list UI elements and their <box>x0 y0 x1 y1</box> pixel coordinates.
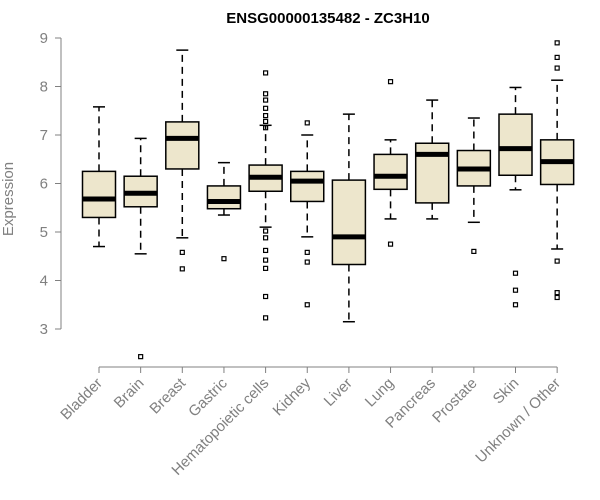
outlier-point <box>554 40 560 46</box>
outlier-point <box>263 91 269 97</box>
y-tick-label: 5 <box>40 224 48 241</box>
box-group <box>206 161 242 262</box>
outlier-point <box>304 249 310 255</box>
box-group <box>123 137 158 360</box>
box-group <box>248 70 283 321</box>
outlier-point <box>138 354 144 360</box>
box-group <box>165 49 200 272</box>
outlier-point <box>263 257 269 263</box>
y-tick-label: 9 <box>40 30 48 47</box>
box-group <box>498 86 533 308</box>
box-group <box>539 40 575 301</box>
outlier-point <box>387 79 394 85</box>
outlier-point <box>263 293 269 300</box>
outlier-point <box>263 315 269 321</box>
outlier-point <box>263 70 269 76</box>
box-group <box>81 106 117 248</box>
outlier-point <box>263 97 269 103</box>
x-tick-label: Prostate <box>429 375 481 427</box>
y-axis-label: Expression <box>0 162 17 236</box>
outlier-point <box>304 302 310 308</box>
box-iqr <box>81 170 117 219</box>
box-series <box>81 40 575 360</box>
box-iqr <box>331 179 367 266</box>
outlier-point <box>263 112 269 119</box>
x-tick-label: Liver <box>321 375 356 410</box>
box-group <box>290 120 325 308</box>
outlier-point <box>263 235 269 241</box>
box-group <box>414 99 450 220</box>
outlier-point <box>304 120 310 126</box>
y-axis: 3 4 5 6 7 8 9 <box>40 30 62 338</box>
outlier-point <box>263 118 269 125</box>
outlier-point <box>304 259 310 265</box>
y-tick-label: 8 <box>40 79 48 96</box>
outlier-point <box>512 302 519 308</box>
box-group <box>373 79 408 247</box>
box-iqr <box>498 113 533 177</box>
x-tick-label: Lung <box>362 375 398 411</box>
outlier-point <box>179 249 185 255</box>
outlier-point <box>471 248 477 254</box>
y-tick-label: 4 <box>40 273 48 290</box>
outlier-point <box>554 54 560 61</box>
y-tick-label: 3 <box>40 321 48 338</box>
outlier-point <box>387 241 394 247</box>
y-tick-label: 7 <box>40 127 48 144</box>
outlier-point <box>512 287 519 293</box>
box-iqr <box>165 121 200 170</box>
outlier-point <box>263 265 269 271</box>
box-group <box>331 113 367 323</box>
x-tick-label: Bladder <box>57 375 106 424</box>
x-tick-label: Skin <box>490 375 523 408</box>
x-tick-label: Kidney <box>270 374 315 419</box>
y-tick-label: 6 <box>40 176 48 193</box>
x-tick-label: Breast <box>146 374 189 417</box>
box-iqr <box>373 153 408 191</box>
outlier-point <box>554 294 560 301</box>
outlier-point <box>512 270 519 276</box>
outlier-point <box>554 258 560 264</box>
outlier-point <box>554 65 560 71</box>
outlier-point <box>221 256 227 262</box>
outlier-point <box>179 266 185 272</box>
box-group <box>456 117 492 254</box>
outlier-point <box>554 290 560 296</box>
chart-title: ENSG00000135482 - ZC3H10 <box>226 10 429 27</box>
box-iqr <box>290 170 325 203</box>
outlier-point <box>263 105 269 111</box>
outlier-point <box>263 228 269 234</box>
x-tick-label: Brain <box>111 375 148 412</box>
outlier-point <box>263 247 269 254</box>
outlier-point <box>263 125 269 131</box>
box-iqr <box>206 185 242 210</box>
